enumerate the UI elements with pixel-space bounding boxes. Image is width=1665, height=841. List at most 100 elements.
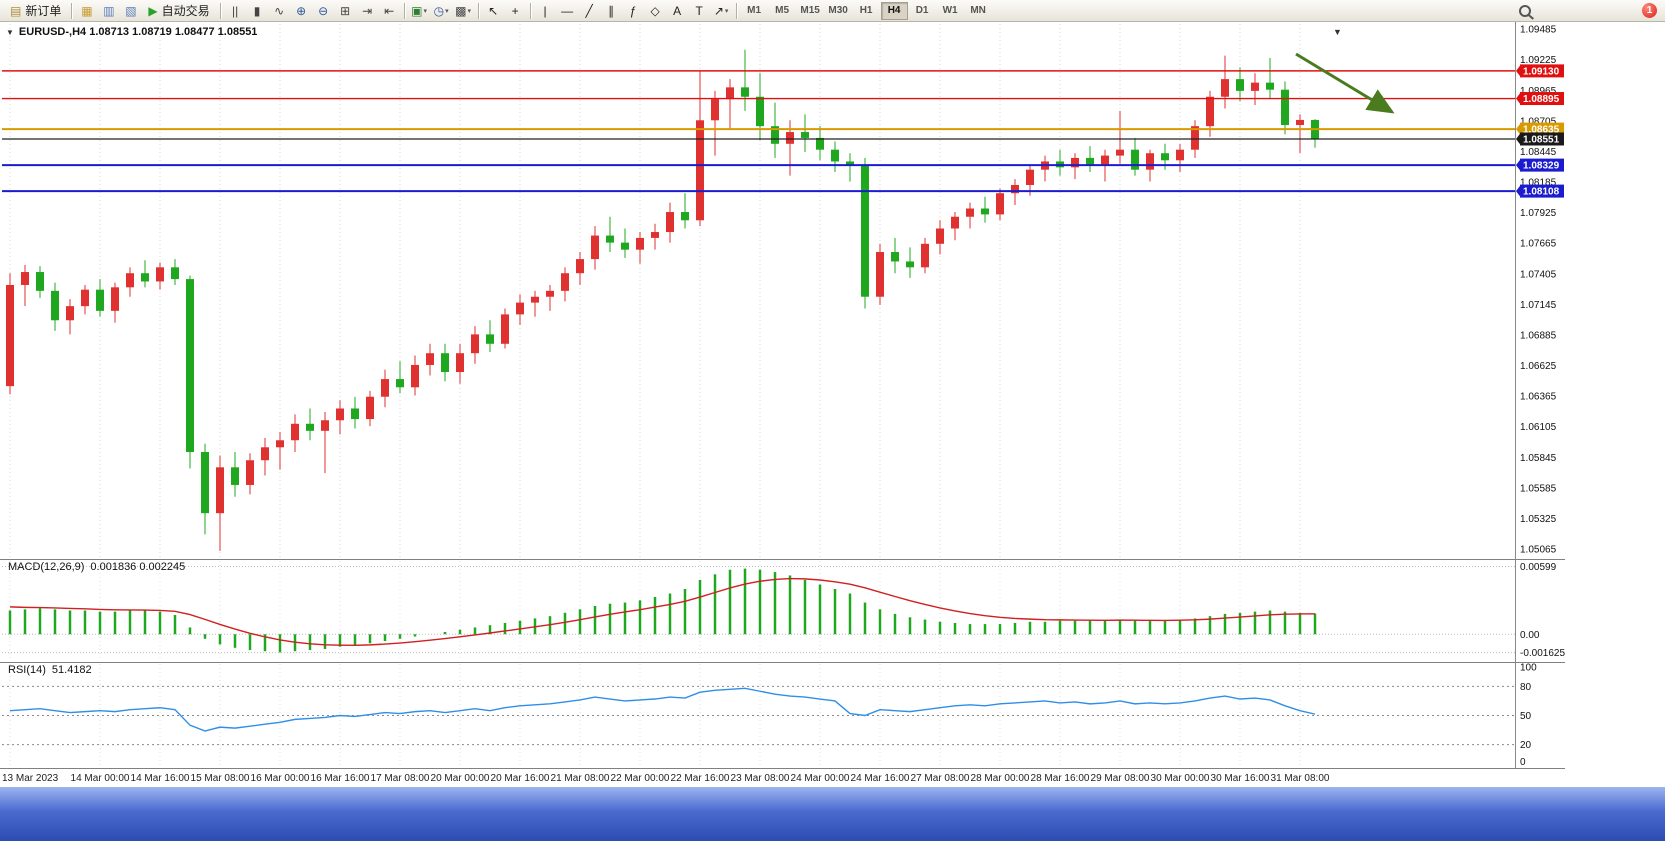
timeframe-m30[interactable]: M30 xyxy=(828,5,848,16)
price-tick-label: 1.08185 xyxy=(1520,178,1557,189)
toolbar: ▤ 新订单 ▦ ▥ ▧ ▶ 自动交易 || ▮ ∿ ⊕ ⊖ ⊞ ⇥ ⇤ ▣ ▾ ◷ ▾ ▩ ▾ ↖ + | — ╱ ∥ ƒ ◇ A T ↗ ▾ M… xyxy=(0,0,1665,22)
cursor-icon-glyph: ↖ xyxy=(488,3,499,18)
timeframe-m1[interactable]: M1 xyxy=(747,5,762,16)
autotrading-button-label: 自动交易 xyxy=(161,4,210,18)
candle xyxy=(126,273,134,288)
candle xyxy=(621,242,629,250)
chevron-down-icon: ▾ xyxy=(445,7,449,15)
trendline-icon[interactable]: ╱ xyxy=(579,1,600,21)
time-label: 28 Mar 00:00 xyxy=(971,773,1030,784)
vertical-line-icon[interactable]: | xyxy=(535,1,556,21)
chevron-down-icon: ▾ xyxy=(724,7,729,15)
main-gridlines xyxy=(9,24,1301,557)
price-tick-label: 1.07145 xyxy=(1520,300,1557,311)
time-label: 20 Mar 00:00 xyxy=(431,773,490,784)
line-chart-icon[interactable]: ∿ xyxy=(269,1,290,21)
time-label: 27 Mar 08:00 xyxy=(911,773,970,784)
auto-scroll-icon[interactable]: ⇥ xyxy=(357,1,378,21)
macd-panel[interactable]: 0.00599 0.00 -0.001625 xyxy=(0,559,1565,662)
trend-arrow-object[interactable] xyxy=(1295,52,1395,114)
candle xyxy=(276,440,284,448)
rsi-panel[interactable]: 100 80 50 20 0 xyxy=(0,662,1565,768)
candle xyxy=(1116,149,1124,156)
tile-windows-icon-glyph: ⊞ xyxy=(340,3,351,18)
market-watch-icon[interactable]: ▦ xyxy=(76,1,97,21)
price-tag-text: 1.08108 xyxy=(1523,187,1560,198)
price-tick-label: 1.06105 xyxy=(1520,422,1557,433)
price-tag-text: 1.08329 xyxy=(1523,161,1560,172)
fibonacci-icon-glyph: ƒ xyxy=(629,3,637,18)
tile-windows-icon[interactable]: ⊞ xyxy=(335,1,356,21)
data-window-icon[interactable]: ▥ xyxy=(98,1,119,21)
new-order-button[interactable]: ▤ 新订单 xyxy=(4,2,67,20)
main-chart-plot[interactable]: 1.09485 1.09225 1.08965 1.08705 1.08445 1.081… xyxy=(0,22,1565,559)
arrows-dropdown[interactable]: ↗ ▾ xyxy=(711,1,732,21)
price-tag-text: 1.09130 xyxy=(1523,66,1560,77)
rsi-scale-label: 0 xyxy=(1520,757,1526,768)
data-window-icon-glyph: ▥ xyxy=(103,3,115,18)
time-label: 16 Mar 00:00 xyxy=(251,773,310,784)
candle xyxy=(366,396,374,420)
chart-menu-arrow-icon[interactable]: ▼ xyxy=(6,27,14,37)
candle xyxy=(906,261,914,268)
cursor-icon[interactable]: ↖ xyxy=(483,1,504,21)
notification-badge[interactable]: 1 xyxy=(1642,3,1657,18)
price-tick-label: 1.06885 xyxy=(1520,330,1557,341)
navigator-icon[interactable]: ▧ xyxy=(120,1,141,21)
timeframe-h4[interactable]: H4 xyxy=(880,1,908,20)
shapes-icon[interactable]: ◇ xyxy=(645,1,666,21)
candle xyxy=(861,164,869,297)
timeframe-m15[interactable]: M15 xyxy=(800,5,820,16)
price-tick-label: 1.05325 xyxy=(1520,514,1557,525)
period-dropdown[interactable]: ◷ ▾ xyxy=(431,1,452,21)
timeframe-m5[interactable]: M5 xyxy=(775,5,790,16)
zoom-in-icon-glyph: ⊕ xyxy=(296,3,307,18)
timeframe-h1[interactable]: H1 xyxy=(859,5,873,16)
chart-shift-marker-icon[interactable]: ▼ xyxy=(1333,27,1342,37)
candle xyxy=(636,237,644,250)
time-label: 30 Mar 16:00 xyxy=(1211,773,1270,784)
zoom-in-icon[interactable]: ⊕ xyxy=(291,1,312,21)
bar-chart-icon[interactable]: || xyxy=(225,1,246,21)
price-tick-label: 1.06365 xyxy=(1520,392,1557,403)
timeframe-w1[interactable]: W1 xyxy=(942,5,958,16)
candle xyxy=(666,212,674,233)
new-chart-dropdown[interactable]: ▣ ▾ xyxy=(409,1,430,21)
zoom-out-icon[interactable]: ⊖ xyxy=(313,1,334,21)
vertical-line-icon-glyph: | xyxy=(543,3,547,18)
horizontal-line-icon[interactable]: — xyxy=(557,1,578,21)
crosshair-icon[interactable]: + xyxy=(505,1,526,21)
timeframe-d1[interactable]: D1 xyxy=(915,5,929,16)
candle xyxy=(66,306,74,321)
candle xyxy=(561,273,569,291)
fibonacci-icon[interactable]: ƒ xyxy=(623,1,644,21)
text-icon[interactable]: A xyxy=(667,1,688,21)
text-label-icon[interactable]: T xyxy=(689,1,710,21)
candle xyxy=(21,272,29,285)
candle xyxy=(1161,153,1169,161)
price-tag: 1.08329 xyxy=(1516,158,1564,172)
macd-scale-label: 0.00599 xyxy=(1520,562,1557,573)
search-icon[interactable] xyxy=(1514,1,1535,21)
candlestick-chart-icon[interactable]: ▮ xyxy=(247,1,268,21)
chart-shift-icon-glyph: ⇤ xyxy=(384,3,395,18)
timeframe-mn[interactable]: MN xyxy=(970,5,986,16)
toolbar-separator xyxy=(529,2,531,19)
candle xyxy=(516,302,524,315)
candle xyxy=(831,149,839,162)
candle xyxy=(456,353,464,373)
candle xyxy=(1281,89,1289,125)
template-dropdown[interactable]: ▩ ▾ xyxy=(453,1,474,21)
candle xyxy=(1011,184,1019,194)
time-label: 14 Mar 16:00 xyxy=(131,773,190,784)
time-label: 24 Mar 00:00 xyxy=(791,773,850,784)
candle xyxy=(846,161,854,165)
price-tag: 1.09130 xyxy=(1516,64,1564,78)
candle xyxy=(81,289,89,307)
rsi-indicator-label: RSI(14) 51.4182 xyxy=(8,664,92,676)
chart-shift-icon[interactable]: ⇤ xyxy=(379,1,400,21)
candle xyxy=(1086,157,1094,165)
channel-icon[interactable]: ∥ xyxy=(601,1,622,21)
autotrading-button[interactable]: ▶ 自动交易 xyxy=(142,2,215,20)
